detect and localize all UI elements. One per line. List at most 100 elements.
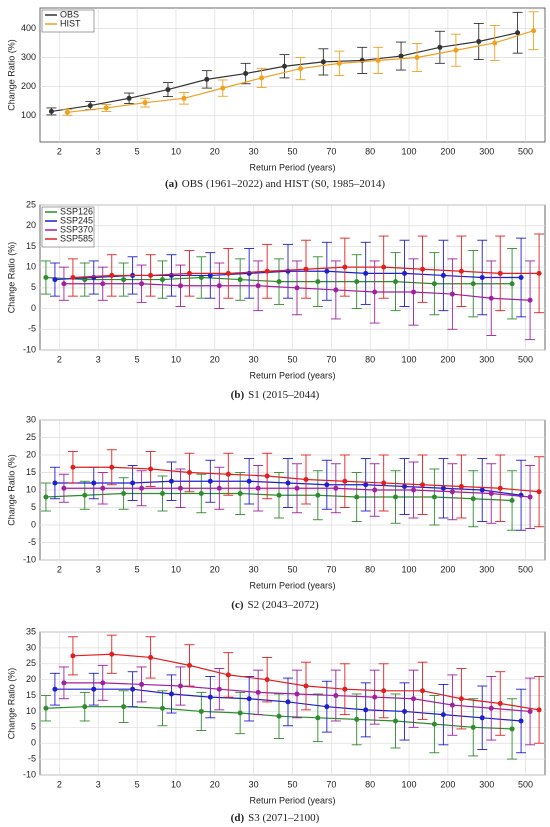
point [333, 485, 339, 491]
point [381, 264, 387, 270]
point [109, 272, 115, 278]
x-tick-label: 80 [365, 564, 375, 574]
y-tick-label: 5 [31, 502, 36, 512]
point [458, 484, 464, 489]
point [207, 272, 213, 278]
caption-label: (b) [231, 389, 245, 401]
point [372, 487, 378, 493]
y-tick-label: 30 [26, 642, 36, 652]
point [276, 279, 282, 285]
point [363, 270, 369, 276]
legend-box [41, 206, 95, 248]
y-tick-label: 15 [26, 690, 36, 700]
x-tick-label: 30 [249, 354, 259, 364]
point [109, 651, 115, 657]
point [259, 75, 265, 81]
point [420, 266, 426, 272]
x-tick-label: 20 [210, 564, 220, 574]
point [440, 712, 446, 718]
point [402, 270, 408, 276]
point [100, 485, 106, 491]
x-tick-label: 3 [96, 779, 101, 789]
point [518, 718, 524, 724]
point [43, 705, 49, 711]
point [276, 492, 282, 498]
point [121, 277, 127, 283]
x-tick-label: 300 [479, 564, 494, 574]
legend-label: HIST [60, 18, 81, 28]
point [303, 477, 309, 482]
point [126, 95, 132, 101]
caption-text: OBS (1961–2022) and HIST (S0, 1985–2014) [182, 178, 386, 190]
x-tick-label: 80 [365, 146, 375, 156]
y-tick-label: 5 [31, 722, 36, 732]
y-tick-label: 25 [26, 432, 36, 442]
caption: (d) S3 (2071–2100) [231, 812, 320, 824]
point [159, 277, 165, 283]
x-axis-label: Return Period (years) [249, 795, 335, 805]
point [70, 464, 76, 470]
point [216, 485, 222, 491]
point [536, 489, 542, 495]
point [91, 686, 97, 692]
point [264, 473, 270, 479]
y-axis-label: Change Ratio (%) [6, 242, 16, 314]
y-tick-label: -10 [23, 554, 36, 564]
x-tick-label: 5 [135, 564, 140, 574]
point [488, 491, 494, 496]
x-tick-label: 3 [96, 146, 101, 156]
x-tick-label: 100 [402, 146, 417, 156]
point [52, 480, 58, 486]
x-tick-label: 300 [479, 779, 494, 789]
point [43, 494, 49, 500]
y-tick-label: 0 [31, 303, 36, 313]
point [402, 484, 408, 489]
point [204, 76, 210, 82]
point [497, 701, 503, 706]
point [186, 662, 192, 668]
point [168, 691, 174, 697]
x-tick-label: 2 [57, 564, 62, 574]
y-axis-label: Change Ratio (%) [6, 39, 16, 111]
caption-text: S3 (2071–2100) [248, 812, 320, 824]
x-tick-label: 2 [57, 354, 62, 364]
point [342, 478, 348, 484]
x-tick-label: 500 [518, 564, 533, 574]
y-tick-label: 35 [26, 626, 36, 636]
y-tick-label: -5 [28, 537, 36, 547]
x-axis-label: Return Period (years) [249, 370, 335, 380]
legend-label: SSP585 [60, 233, 93, 243]
point [420, 482, 426, 488]
point [177, 485, 183, 491]
point [393, 279, 399, 285]
point [336, 60, 342, 66]
point [276, 713, 282, 719]
point [142, 100, 148, 106]
point [159, 705, 165, 711]
point [246, 478, 252, 484]
x-tick-label: 10 [171, 564, 181, 574]
point [354, 494, 360, 500]
point [411, 696, 417, 702]
x-tick-label: 80 [365, 354, 375, 364]
point [515, 30, 521, 36]
x-tick-label: 500 [518, 354, 533, 364]
x-axis-label: Return Period (years) [249, 162, 335, 172]
x-tick-label: 30 [249, 779, 259, 789]
point [264, 268, 270, 274]
point [324, 704, 330, 710]
y-tick-label: -5 [28, 324, 36, 334]
point [82, 492, 88, 498]
x-tick-label: 5 [135, 354, 140, 364]
x-tick-label: 2 [57, 146, 62, 156]
x-tick-label: 70 [326, 146, 336, 156]
x-tick-label: 10 [171, 146, 181, 156]
y-tick-label: 15 [26, 467, 36, 477]
point [139, 485, 145, 491]
x-tick-label: 200 [440, 564, 455, 574]
point [324, 268, 330, 274]
point [479, 715, 485, 721]
point [492, 40, 498, 46]
x-tick-label: 10 [171, 354, 181, 364]
